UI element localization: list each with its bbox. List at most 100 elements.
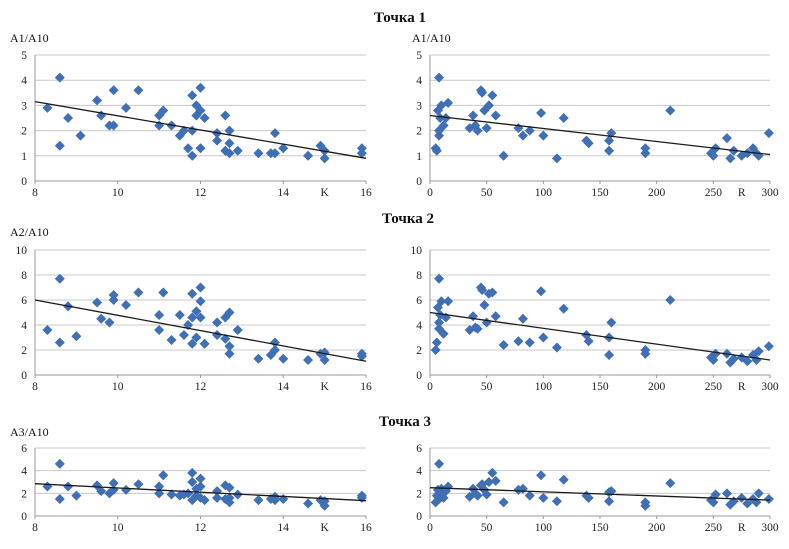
y-tick-label: 0 <box>416 176 422 188</box>
data-point <box>54 458 65 469</box>
data-point <box>434 317 445 328</box>
data-point <box>191 306 202 317</box>
data-point <box>438 328 449 339</box>
y-tick-label: 1 <box>416 151 422 163</box>
data-point <box>232 145 243 156</box>
y-tick-label: 10 <box>411 245 423 257</box>
data-point <box>224 348 235 359</box>
data-point <box>54 72 65 83</box>
data-point <box>438 120 449 131</box>
x-tick-label: 8 <box>32 522 38 534</box>
data-point <box>558 303 569 314</box>
y-tick-label: 6 <box>416 295 422 307</box>
data-point <box>356 143 367 154</box>
data-point <box>212 492 223 503</box>
data-point <box>121 484 132 495</box>
data-point <box>606 317 617 328</box>
x-tick-label: 10 <box>112 381 124 393</box>
data-point <box>199 495 210 506</box>
y-tick-label: 4 <box>21 320 27 332</box>
data-point <box>158 470 169 481</box>
data-point <box>42 325 53 335</box>
data-point <box>212 486 223 497</box>
data-point <box>431 337 442 348</box>
data-point <box>524 125 535 136</box>
data-point <box>108 120 119 131</box>
data-point <box>640 345 651 355</box>
data-point <box>174 310 185 320</box>
data-point <box>763 341 774 352</box>
data-point <box>725 153 736 164</box>
data-point <box>108 478 119 489</box>
data-point <box>278 143 289 154</box>
data-point <box>477 285 488 295</box>
x-tick-label: 300 <box>761 381 779 393</box>
data-point <box>195 473 206 484</box>
y-tick-label: 0 <box>21 176 27 188</box>
data-point <box>536 470 547 481</box>
data-point <box>606 486 617 497</box>
data-point <box>108 295 119 305</box>
data-point <box>434 273 445 284</box>
x-tick-label: 10 <box>112 187 124 199</box>
data-point <box>224 482 235 493</box>
data-point <box>356 148 367 159</box>
panel-3: 0 2 4 6 8 10 8 10 12 14 16 K A2/A10 <box>10 225 372 393</box>
data-point <box>490 475 501 486</box>
data-point <box>253 353 264 364</box>
data-point <box>736 492 747 503</box>
data-point <box>121 300 132 310</box>
data-point <box>224 148 235 159</box>
data-point <box>212 317 223 328</box>
x-tick-label: 0 <box>427 522 433 534</box>
data-point <box>133 287 144 298</box>
data-point <box>430 345 441 355</box>
y-axis-label: A1/A10 <box>10 31 49 45</box>
data-point <box>551 496 562 507</box>
data-point <box>187 312 198 323</box>
data-point <box>604 496 615 507</box>
y-tick-label: 2 <box>416 126 422 138</box>
y-tick-label: 4 <box>416 75 422 87</box>
data-point <box>536 286 547 297</box>
data-point <box>269 148 280 159</box>
x-tick-label: 14 <box>278 381 290 393</box>
data-point <box>538 130 549 141</box>
data-point <box>742 148 753 159</box>
data-point <box>498 497 509 508</box>
data-point <box>434 72 445 83</box>
x-tick-label: 200 <box>648 522 666 534</box>
point-1-title: Точка 1 <box>374 10 426 26</box>
y-tick-label: 2 <box>21 345 27 357</box>
data-point <box>195 312 206 323</box>
data-point <box>728 353 739 364</box>
data-point <box>498 340 509 350</box>
data-point <box>269 345 280 355</box>
data-point <box>483 477 494 487</box>
data-point <box>191 332 202 343</box>
data-point <box>558 113 569 123</box>
x-tick-label: 200 <box>648 187 666 199</box>
x-tick-label: 150 <box>591 522 609 534</box>
x-tick-label: 250 <box>705 187 723 199</box>
panel-5: 0 2 4 6 8 10 12 14 16 K A3/A10 <box>10 425 372 534</box>
data-point <box>538 332 549 343</box>
data-point <box>195 282 206 293</box>
x-tick-label: 8 <box>32 187 38 199</box>
data-point <box>187 288 198 299</box>
data-point <box>583 492 594 503</box>
point-3-title: Точка 3 <box>379 414 431 430</box>
data-point <box>319 500 330 511</box>
data-point <box>303 498 314 509</box>
y-tick-label: 4 <box>21 75 27 87</box>
data-point <box>220 110 231 121</box>
data-point <box>183 143 194 154</box>
data-point <box>708 497 719 508</box>
y-tick-label: 3 <box>21 100 27 112</box>
data-point <box>195 82 206 93</box>
data-point <box>92 297 103 308</box>
x-tick-label: 300 <box>761 187 779 199</box>
